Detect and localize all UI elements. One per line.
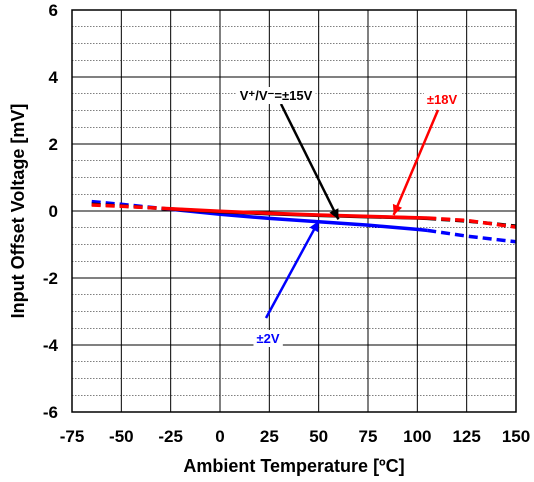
x-tick-label: -25 <box>158 427 183 446</box>
series-line-dashed-low <box>91 202 171 211</box>
plot-frame <box>71 9 517 413</box>
annotation-label: ±18V <box>427 92 458 107</box>
y-tick-label: 2 <box>49 135 58 154</box>
series-line-dashed-low <box>91 203 171 211</box>
annotations: V⁺/V⁻=±15V ±18V ±2V <box>236 87 461 347</box>
grid <box>72 10 516 412</box>
annotation-arrow <box>279 103 340 220</box>
x-tick-label: 75 <box>359 427 378 446</box>
x-tick-label: 100 <box>403 427 431 446</box>
x-axis-title: Ambient Temperature [ºC] <box>183 456 404 476</box>
series-layer <box>91 199 517 244</box>
annotation-arrow <box>264 220 320 319</box>
x-tick-label: 150 <box>502 427 530 446</box>
annotation-arrowhead <box>329 208 339 220</box>
y-axis-title: Input Offset Voltage [mV] <box>8 104 28 319</box>
y-tick-label: 4 <box>49 68 59 87</box>
y-tick-label: 0 <box>49 202 58 221</box>
series-line-dashed-high <box>427 216 517 229</box>
annotation-1: ±18V <box>392 91 461 216</box>
x-tick-label: 50 <box>309 427 328 446</box>
series-line-dashed-high <box>426 228 517 244</box>
series-line-solid <box>170 206 428 220</box>
x-tick-label: -75 <box>60 427 85 446</box>
x-tick-label: -50 <box>109 427 134 446</box>
annotation-label: ±2V <box>256 331 279 346</box>
annotation-2: ±2V <box>253 220 320 347</box>
y-tick-label: -2 <box>43 269 58 288</box>
tick-labels: -75 -50 -25 0 25 50 75 100 125 150 6 4 2 0 -2 -4 -6 <box>43 1 530 446</box>
x-tick-label: 0 <box>215 427 224 446</box>
series-line-dashed-low <box>91 199 171 212</box>
y-tick-label: 6 <box>49 1 58 20</box>
y-tick-label: -4 <box>43 336 59 355</box>
annotation-arrowhead <box>392 203 403 215</box>
annotation-label: V⁺/V⁻=±15V <box>240 88 313 103</box>
annotation-arrowhead <box>309 221 319 233</box>
y-tick-label: -6 <box>43 403 58 422</box>
x-tick-label: 25 <box>260 427 279 446</box>
annotation-label-bg <box>423 91 461 108</box>
annotation-label-bg <box>253 330 283 347</box>
annotation-0: V⁺/V⁻=±15V <box>236 87 340 220</box>
annotation-label-bg <box>236 87 316 104</box>
x-tick-label: 125 <box>452 427 480 446</box>
annotation-arrow <box>392 109 440 216</box>
series-2 <box>91 203 517 229</box>
